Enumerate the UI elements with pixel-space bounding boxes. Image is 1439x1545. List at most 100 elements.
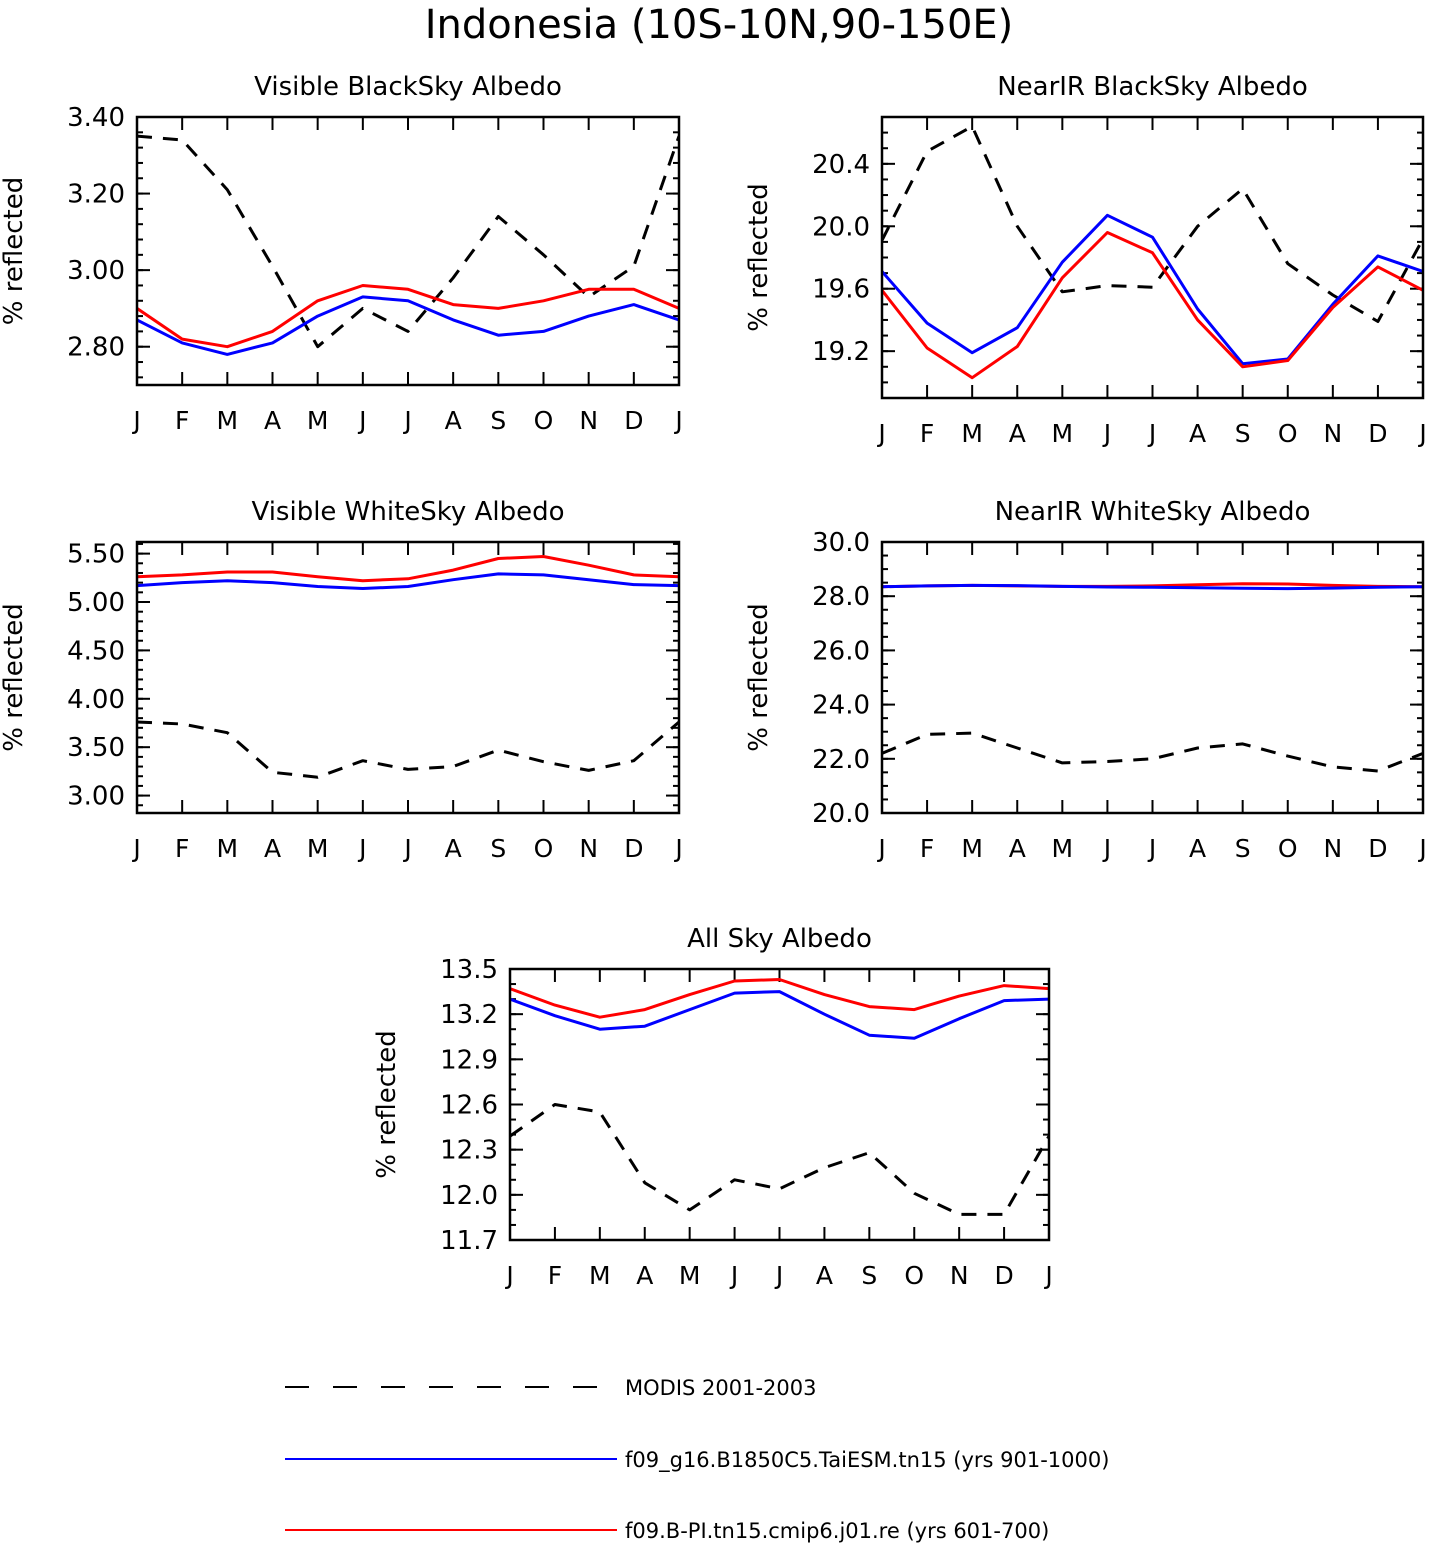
major-ticks: [510, 968, 1049, 1241]
y-tick-label: 19.6: [812, 275, 870, 305]
figure-title: Indonesia (10S-10N,90-150E): [425, 2, 1014, 48]
x-tick-label: S: [861, 1261, 877, 1290]
x-tick-label: M: [217, 406, 239, 435]
y-tick-label: 12.9: [440, 1045, 498, 1075]
plot-frame: [880, 115, 1425, 400]
x-tick-label: M: [217, 834, 239, 863]
series-group: [137, 555, 679, 779]
major-ticks: [882, 541, 1423, 814]
major-ticks: [882, 162, 1423, 353]
x-tick-label: S: [490, 406, 506, 435]
y-tick-label: 20.0: [812, 799, 870, 829]
y-tick-label: 4.00: [67, 685, 125, 715]
x-tick-label: A: [1189, 419, 1206, 448]
panel-title: All Sky Albedo: [687, 924, 872, 954]
x-tick-label: N: [1323, 419, 1342, 448]
x-tick-label: J: [402, 406, 411, 435]
series-line-dashed: [137, 134, 679, 349]
x-tick-label: F: [548, 1261, 562, 1290]
x-tick-label: J: [876, 834, 885, 863]
x-tick-label: M: [961, 834, 983, 863]
x-tick-label: A: [1189, 834, 1206, 863]
y-tick-label: 12.6: [440, 1091, 498, 1121]
x-tick-label: J: [876, 419, 885, 448]
y-tick-label: 30.0: [812, 528, 870, 558]
y-tick-label: 3.50: [67, 733, 125, 763]
series-line: [882, 231, 1423, 380]
x-ticks: [136, 542, 680, 813]
minor-ticks: [882, 116, 1423, 399]
x-tick-label: F: [175, 834, 189, 863]
x-tick-label: O: [534, 406, 554, 435]
x-tick-label: J: [402, 834, 411, 863]
x-tick-label: J: [357, 406, 366, 435]
y-tick-label: 3.20: [67, 180, 125, 210]
x-tick-label: F: [920, 419, 934, 448]
minor-ticks: [510, 968, 1049, 1241]
x-tick-label: J: [1043, 1261, 1052, 1290]
series-line-dashed: [882, 124, 1423, 323]
y-axis-label: % reflected: [0, 177, 29, 325]
x-tick-label: N: [579, 406, 598, 435]
panels-group: Visible BlackSky Albedo % reflected 2.80 3.…: [0, 72, 1427, 1290]
series-line: [510, 990, 1049, 1040]
x-tick-label: J: [673, 834, 682, 863]
legend-label: MODIS 2001-2003: [625, 1376, 816, 1400]
minor-ticks: [882, 541, 1423, 814]
minor-ticks: [137, 116, 679, 379]
x-tick-label: D: [624, 834, 643, 863]
x-tick-label: N: [579, 834, 598, 863]
x-tick-label: M: [1052, 834, 1074, 863]
x-tick-label: F: [920, 834, 934, 863]
y-tick-label: 5.50: [67, 540, 125, 570]
y-tick-label: 3.00: [67, 782, 125, 812]
x-tick-label: J: [131, 834, 140, 863]
legend-label: f09_g16.B1850C5.TaiESM.tn15 (yrs 901-100…: [625, 1448, 1109, 1473]
x-tick-label: M: [589, 1261, 611, 1290]
series-line: [137, 284, 679, 349]
x-tick-label: J: [1417, 834, 1426, 863]
plot-frame: [135, 540, 681, 815]
series-line: [882, 213, 1423, 366]
x-tick-label: A: [445, 406, 462, 435]
y-tick-label: 20.4: [812, 150, 870, 180]
y-tick-label: 5.00: [67, 588, 125, 618]
y-tick-label: 12.3: [440, 1136, 498, 1166]
x-tick-label: N: [1323, 834, 1342, 863]
chart-panel-3: Visible WhiteSky Albedo % reflected 3.00 3.…: [0, 497, 683, 863]
series-group: [882, 124, 1423, 380]
y-tick-label: 2.80: [67, 333, 125, 363]
series-line: [882, 583, 1423, 591]
x-tick-label: A: [264, 406, 281, 435]
x-tick-label: D: [994, 1261, 1013, 1290]
x-tick-label: J: [729, 1261, 738, 1290]
x-tick-label: A: [1009, 419, 1026, 448]
major-ticks: [137, 552, 679, 797]
y-tick-label: 28.0: [812, 582, 870, 612]
series-line: [137, 555, 679, 583]
y-tick-label: 13.5: [440, 955, 498, 985]
plot-frame: [135, 115, 681, 387]
legend-item: f09.B-PI.tn15.cmip6.j01.re (yrs 601-700): [285, 1519, 1049, 1543]
legend: MODIS 2001-2003 f09_g16.B1850C5.TaiESM.tn…: [285, 1376, 1109, 1543]
x-tick-label: M: [679, 1261, 701, 1290]
chart-panel-4: NearIR WhiteSky Albedo % reflected 20.0 22.…: [744, 497, 1427, 863]
x-tick-label: D: [1368, 834, 1387, 863]
x-tick-label: A: [816, 1261, 833, 1290]
series-group: [510, 978, 1049, 1216]
panel-title: Visible BlackSky Albedo: [254, 72, 562, 102]
panel-title: Visible WhiteSky Albedo: [251, 497, 564, 527]
x-tick-label: J: [1147, 834, 1156, 863]
y-tick-label: 11.7: [440, 1226, 498, 1256]
y-tick-label: 20.0: [812, 212, 870, 242]
x-tick-label: J: [1147, 419, 1156, 448]
x-tick-label: J: [1417, 419, 1426, 448]
y-tick-label: 24.0: [812, 691, 870, 721]
x-tick-label: D: [624, 406, 643, 435]
chart-panel-1: Visible BlackSky Albedo % reflected 2.80 3.…: [0, 72, 683, 435]
chart-panel-2: NearIR BlackSky Albedo % reflected 19.2 19.…: [744, 72, 1427, 448]
y-tick-label: 26.0: [812, 636, 870, 666]
x-tick-label: A: [1009, 834, 1026, 863]
y-axis-label: % reflected: [0, 603, 29, 751]
x-tick-label: J: [131, 406, 140, 435]
